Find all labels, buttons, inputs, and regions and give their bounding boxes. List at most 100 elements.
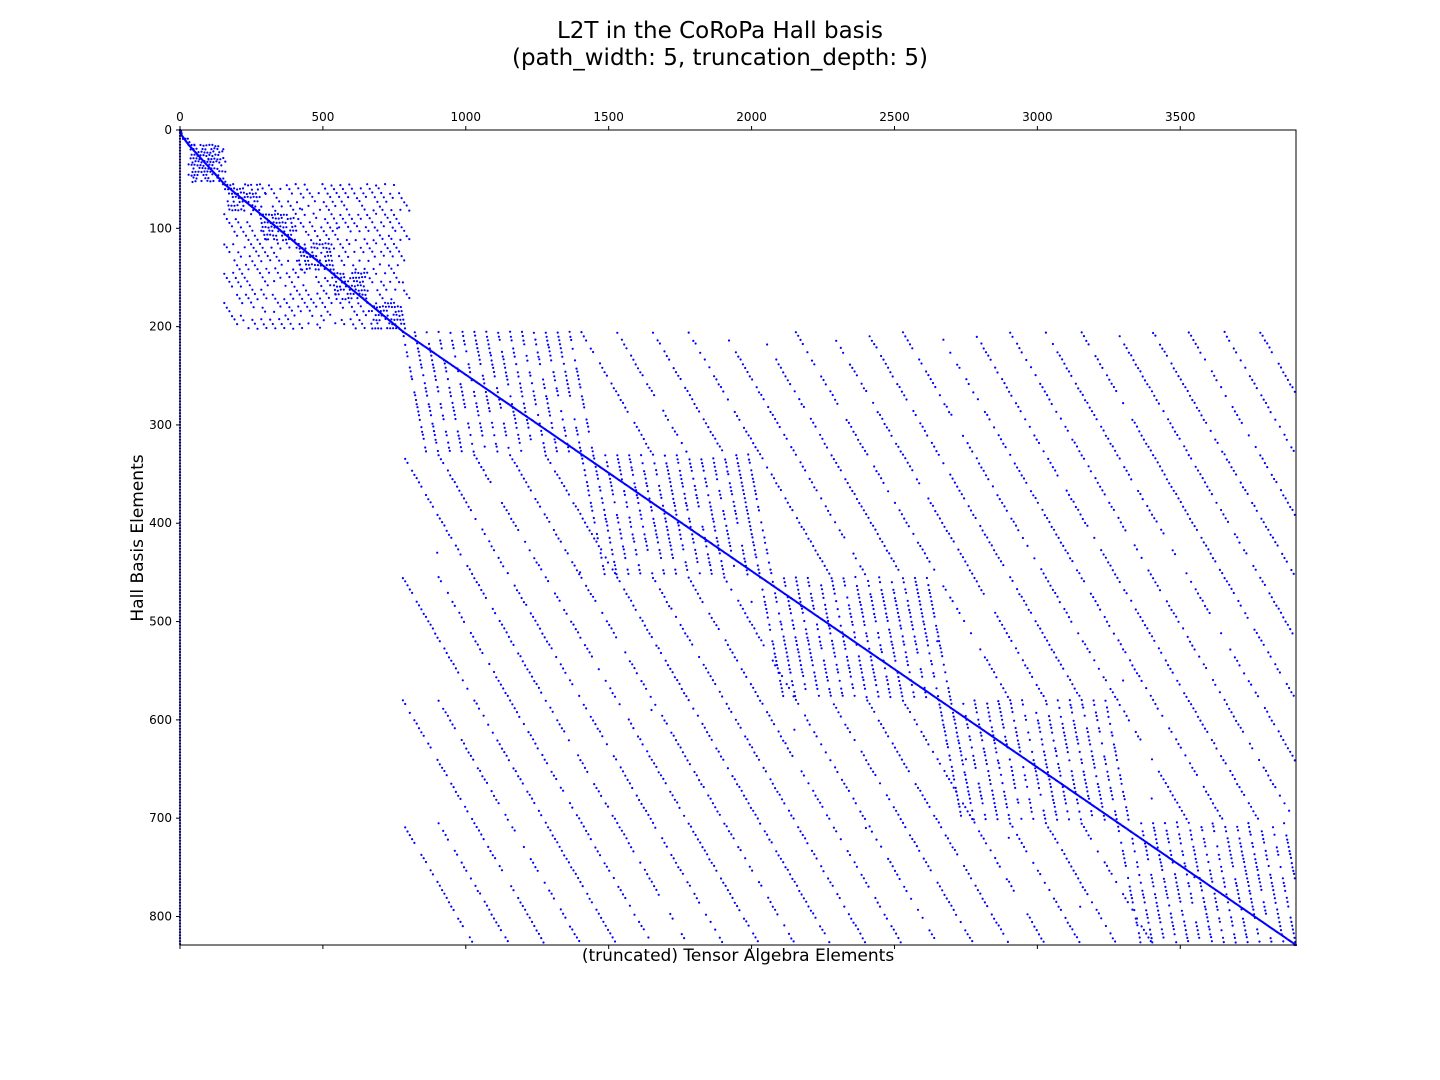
data-point <box>854 802 857 805</box>
data-point <box>528 371 531 374</box>
data-point <box>481 651 484 655</box>
data-point <box>420 366 423 369</box>
data-point <box>220 164 223 167</box>
data-point <box>245 192 248 196</box>
data-point <box>588 494 591 497</box>
data-point <box>231 195 234 199</box>
data-point <box>881 592 884 596</box>
data-point <box>701 846 704 849</box>
data-point <box>329 226 332 229</box>
data-point <box>181 137 185 140</box>
data-point <box>779 366 783 369</box>
data-point <box>216 167 219 170</box>
data-point <box>548 414 552 417</box>
data-point <box>429 746 432 749</box>
data-point <box>800 525 803 529</box>
data-point <box>366 289 369 292</box>
data-point <box>698 901 701 904</box>
data-point <box>790 446 793 449</box>
data-point <box>335 297 338 301</box>
data-point <box>875 838 878 841</box>
data-point <box>332 268 335 271</box>
data-point <box>596 477 600 480</box>
data-point <box>1044 699 1047 702</box>
data-point <box>611 692 614 695</box>
data-point <box>1147 569 1150 572</box>
data-point <box>848 670 852 674</box>
data-point <box>340 276 343 279</box>
data-point <box>769 778 772 781</box>
data-point <box>684 386 687 389</box>
data-point <box>860 873 863 876</box>
data-point <box>913 576 917 580</box>
data-point <box>975 457 978 460</box>
data-point <box>233 230 236 233</box>
data-point <box>722 572 725 575</box>
data-point <box>641 462 644 465</box>
data-point <box>382 254 385 257</box>
data-point <box>633 913 636 916</box>
data-point <box>206 179 209 182</box>
data-point <box>480 429 483 433</box>
data-point <box>635 553 638 556</box>
data-point <box>517 775 520 778</box>
data-point <box>882 596 885 599</box>
data-point <box>513 355 516 358</box>
data-point <box>802 674 805 678</box>
data-point <box>718 445 721 448</box>
data-point <box>299 221 302 225</box>
data-point <box>671 556 675 560</box>
data-point <box>906 660 909 663</box>
data-point <box>234 218 237 221</box>
data-point <box>1034 374 1037 377</box>
data-point <box>758 572 761 575</box>
data-point <box>950 702 953 705</box>
data-point <box>450 536 453 539</box>
data-point <box>269 318 272 321</box>
data-point <box>271 229 274 232</box>
data-point <box>510 640 513 643</box>
data-point <box>276 242 279 245</box>
data-point <box>294 271 297 274</box>
data-point <box>1081 393 1084 396</box>
data-point <box>509 335 512 338</box>
data-point <box>302 225 305 228</box>
data-point <box>673 676 677 679</box>
data-point <box>766 616 769 619</box>
data-point <box>689 825 693 828</box>
data-point <box>1135 672 1139 675</box>
data-point <box>655 473 658 476</box>
data-point <box>722 390 725 393</box>
data-point <box>422 437 425 440</box>
data-point <box>1048 719 1051 722</box>
data-point <box>877 719 880 722</box>
data-point <box>313 229 316 233</box>
data-point <box>465 350 468 353</box>
data-point <box>668 477 671 480</box>
data-point <box>495 445 498 448</box>
data-point <box>948 532 951 535</box>
data-point <box>800 604 803 608</box>
data-point <box>914 413 917 417</box>
data-point <box>684 561 687 564</box>
data-point <box>366 213 369 217</box>
data-point <box>741 607 745 610</box>
data-point <box>784 643 787 646</box>
data-point <box>898 509 901 512</box>
data-point <box>1009 699 1012 702</box>
data-point <box>548 889 551 892</box>
data-point <box>354 239 357 242</box>
data-point <box>838 679 841 682</box>
data-point <box>670 853 673 857</box>
data-point <box>680 687 683 691</box>
data-point <box>238 268 241 271</box>
data-point <box>598 362 602 365</box>
data-point <box>555 387 558 390</box>
data-point <box>1140 679 1143 683</box>
data-point <box>928 929 931 932</box>
data-point <box>330 213 333 216</box>
data-point <box>313 200 316 203</box>
data-point <box>227 204 230 207</box>
data-point <box>1095 714 1098 718</box>
